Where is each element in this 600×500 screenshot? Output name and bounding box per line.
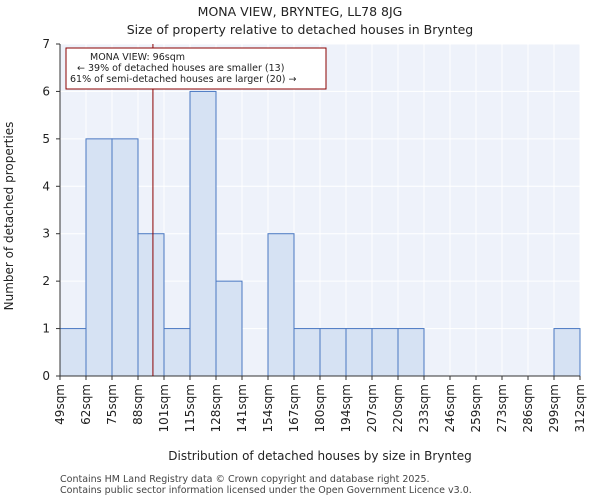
x-tick-label-101sqm: 101sqm <box>157 384 171 432</box>
x-tick-label-273sqm: 273sqm <box>495 384 509 432</box>
bar-62sqm <box>85 138 113 377</box>
x-tick-label-259sqm: 259sqm <box>469 384 483 432</box>
bar-207sqm <box>371 328 399 377</box>
annotation-box <box>65 47 327 90</box>
bar-154sqm <box>267 233 295 377</box>
bar-167sqm <box>293 328 321 377</box>
property-marker: MONA VIEW: 96sqm← 39% of detached houses… <box>65 44 327 376</box>
bar-128sqm <box>215 280 243 377</box>
annotation-line-2: ← 39% of detached houses are smaller (13… <box>77 63 284 74</box>
x-tick-label-49sqm: 49sqm <box>53 384 67 425</box>
footer-licence: Contains public sector information licen… <box>60 485 472 496</box>
gridlines <box>59 43 581 377</box>
x-tick-label-167sqm: 167sqm <box>287 384 301 432</box>
footer-copyright: Contains HM Land Registry data © Crown c… <box>60 474 430 485</box>
y-tick-label-0: 0 <box>42 369 50 383</box>
y-tick-labels: 0 1 2 3 4 5 6 7 <box>42 37 60 383</box>
y-axis-label: Number of detached properties <box>2 122 16 311</box>
x-tick-label-207sqm: 207sqm <box>365 384 379 432</box>
x-tick-label-286sqm: 286sqm <box>521 384 535 432</box>
bar-299sqm <box>553 328 581 377</box>
x-tick-label-299sqm: 299sqm <box>547 384 561 432</box>
annotation-line-1: MONA VIEW: 96sqm <box>90 52 185 63</box>
x-tick-label-233sqm: 233sqm <box>417 384 431 432</box>
x-tick-label-115sqm: 115sqm <box>183 384 197 432</box>
y-tick-label-5: 5 <box>42 132 50 146</box>
x-axis-label: Distribution of detached houses by size … <box>168 449 471 463</box>
x-tick-label-312sqm: 312sqm <box>573 384 587 432</box>
chart-title: MONA VIEW, BRYNTEG, LL78 8JG <box>197 4 403 19</box>
bar-88sqm <box>137 233 165 377</box>
annotation-line-3: 61% of semi-detached houses are larger (… <box>70 74 297 85</box>
bar-220sqm <box>397 328 425 377</box>
chart-subtitle: Size of property relative to detached ho… <box>126 22 474 37</box>
x-tick-label-88sqm: 88sqm <box>131 384 145 425</box>
x-tick-label-154sqm: 154sqm <box>261 384 275 432</box>
y-tick-label-1: 1 <box>42 322 50 336</box>
bar-115sqm <box>189 90 217 377</box>
x-tick-label-62sqm: 62sqm <box>79 384 93 425</box>
x-tick-label-220sqm: 220sqm <box>391 384 405 432</box>
x-tick-label-128sqm: 128sqm <box>209 384 223 432</box>
bar-194sqm <box>345 328 373 377</box>
x-tick-label-141sqm: 141sqm <box>235 384 249 432</box>
x-tick-label-246sqm: 246sqm <box>443 384 457 432</box>
y-tick-label-7: 7 <box>42 37 50 51</box>
bars <box>59 90 581 377</box>
x-tick-label-180sqm: 180sqm <box>313 384 327 432</box>
bar-101sqm <box>163 328 191 377</box>
x-tick-label-75sqm: 75sqm <box>105 384 119 425</box>
bar-49sqm <box>59 328 87 377</box>
y-tick-label-4: 4 <box>42 179 50 193</box>
x-tick-labels: 49sqm 62sqm 75sqm 88sqm 101sqm 115sqm 128sqm 14… <box>53 376 587 432</box>
y-tick-label-6: 6 <box>42 84 50 98</box>
y-tick-label-2: 2 <box>42 274 50 288</box>
y-tick-label-3: 3 <box>42 227 50 241</box>
x-tick-label-194sqm: 194sqm <box>339 384 353 432</box>
bar-75sqm <box>111 138 139 377</box>
bar-180sqm <box>319 328 347 377</box>
